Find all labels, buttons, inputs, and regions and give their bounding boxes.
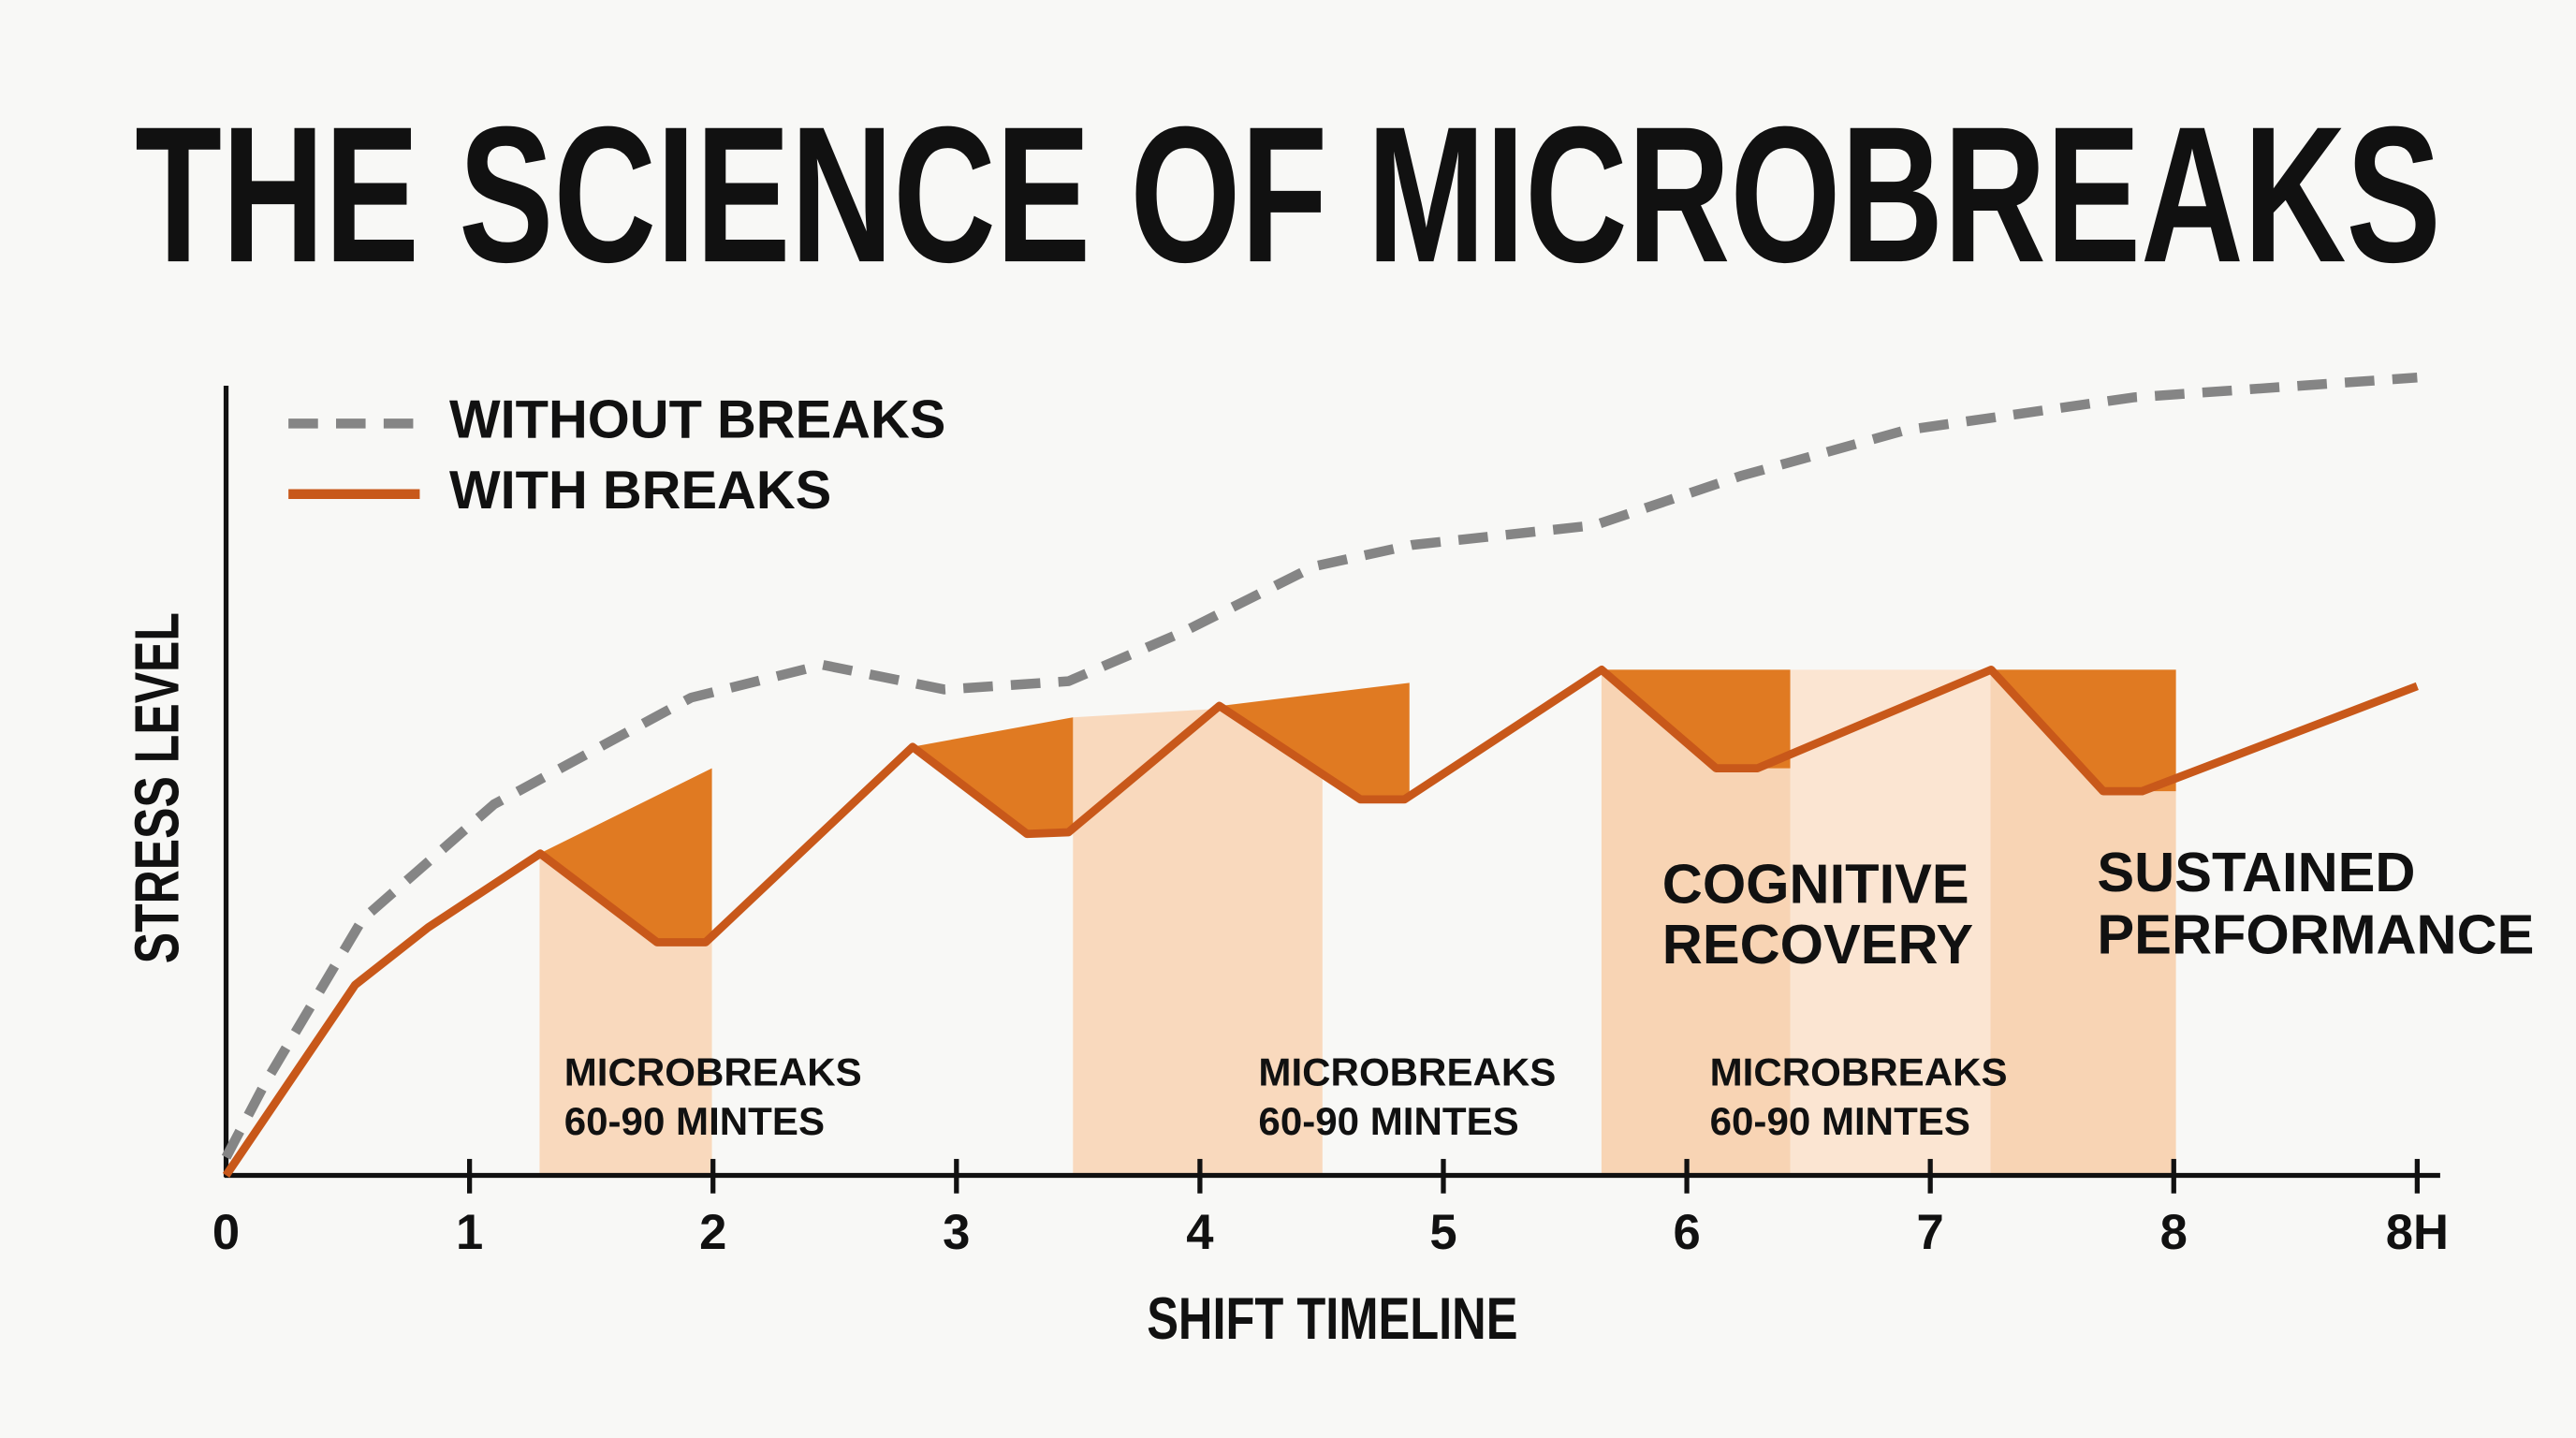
band [1601,669,1791,1176]
shaded-bands [539,669,2176,1176]
x-tick-label: 4 [1186,1205,1213,1260]
recovery-wedges [539,669,2176,943]
band [1990,669,2176,1176]
x-tick-label: 2 [699,1205,726,1260]
x-tick-label: 8 [2160,1205,2188,1260]
wedge [912,717,1074,834]
legend-label: WITH BREAKS [449,461,831,521]
series-line [221,373,2418,1160]
y-axis-label: STRESS LEVEL [124,612,193,963]
annotation: MICROBREAKS [1710,1050,2008,1094]
wedge [1601,669,1791,769]
legend-label: WITHOUT BREAKS [449,390,945,450]
annotation: PERFORMANCE [2097,903,2534,966]
annotation: COGNITIVE [1662,852,1969,915]
annotation: MICROBREAKS [564,1050,862,1094]
x-tick-label: 3 [943,1205,970,1260]
annotation: 60-90 MINTES [1258,1099,1518,1143]
wedge [1221,682,1410,800]
annotation: RECOVERY [1662,913,1973,976]
annotation: SUSTAINED [2097,841,2415,903]
band [1073,702,1323,1176]
annotation: MICROBREAKS [1258,1050,1556,1094]
band [1790,669,1991,1176]
series-line [222,666,2419,1178]
wedge [1990,669,2176,792]
chart-title: THE SCIENCE OF MICROBREAKS [135,86,2441,302]
x-axis-label: SHIFT TIMELINE [1147,1286,1517,1352]
x-tick-label: 6 [1673,1205,1700,1260]
annotation: 60-90 MINTES [1710,1099,1970,1143]
x-tick-label: 7 [1917,1205,1944,1260]
x-tick-label: 0 [212,1205,240,1260]
x-tick-label: 8H [2386,1205,2449,1260]
x-tick-label: 1 [456,1205,483,1260]
annotation: 60-90 MINTES [564,1099,825,1143]
wedge [539,768,712,943]
x-tick-label: 5 [1429,1205,1456,1260]
